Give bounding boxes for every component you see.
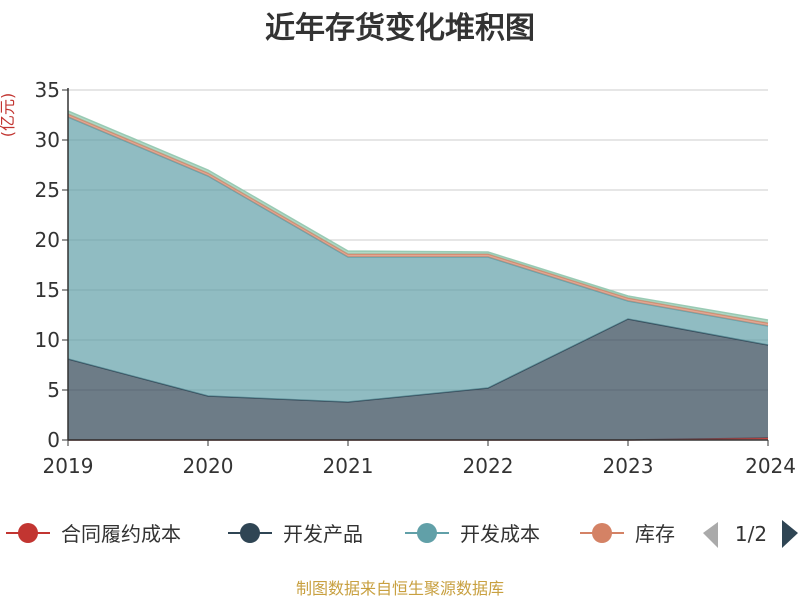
- legend-label: 库存: [635, 522, 675, 546]
- legend-label: 合同履约成本: [61, 522, 181, 546]
- area-series-2: [68, 117, 768, 402]
- area-series-1: [68, 319, 768, 440]
- y-tick-label: 35: [35, 78, 60, 102]
- y-axis-unit: (亿元): [0, 93, 17, 138]
- x-tick-label: 2022: [463, 454, 514, 478]
- legend-marker: [18, 523, 38, 543]
- y-tick-label: 0: [47, 428, 60, 452]
- area-series: [67, 110, 769, 441]
- legend-label: 开发产品: [283, 522, 363, 546]
- x-tick-label: 2019: [43, 454, 94, 478]
- x-tick-label: 2023: [603, 454, 654, 478]
- x-tick-label: 2020: [183, 454, 234, 478]
- legend-page-indicator: 1/2: [735, 522, 767, 546]
- arrow-right-icon: [782, 520, 798, 548]
- source-note: 制图数据来自恒生聚源数据库: [296, 579, 504, 598]
- y-tick-label: 5: [47, 378, 60, 402]
- y-tick-label: 15: [35, 278, 60, 302]
- legend-marker: [592, 523, 612, 543]
- legend-marker: [417, 523, 437, 543]
- x-tick-label: 2021: [323, 454, 374, 478]
- x-tick-label: 2024: [745, 454, 796, 478]
- chart-title: 近年存货变化堆积图: [265, 11, 535, 46]
- axes: 0 5 10 15 20 25 30 35 2019 2020 2021 2022 2023 2024: [35, 78, 796, 478]
- y-tick-label: 30: [35, 128, 60, 152]
- series-line-4: [67, 110, 769, 321]
- legend-marker: [240, 523, 260, 543]
- legend: 合同履约成本 开发产品 开发成本 库存 1/2: [6, 520, 798, 548]
- y-tick-label: 10: [35, 328, 60, 352]
- y-tick-label: 25: [35, 178, 60, 202]
- legend-label: 开发成本: [460, 522, 540, 546]
- y-tick-label: 20: [35, 228, 60, 252]
- arrow-left-icon: [703, 522, 718, 548]
